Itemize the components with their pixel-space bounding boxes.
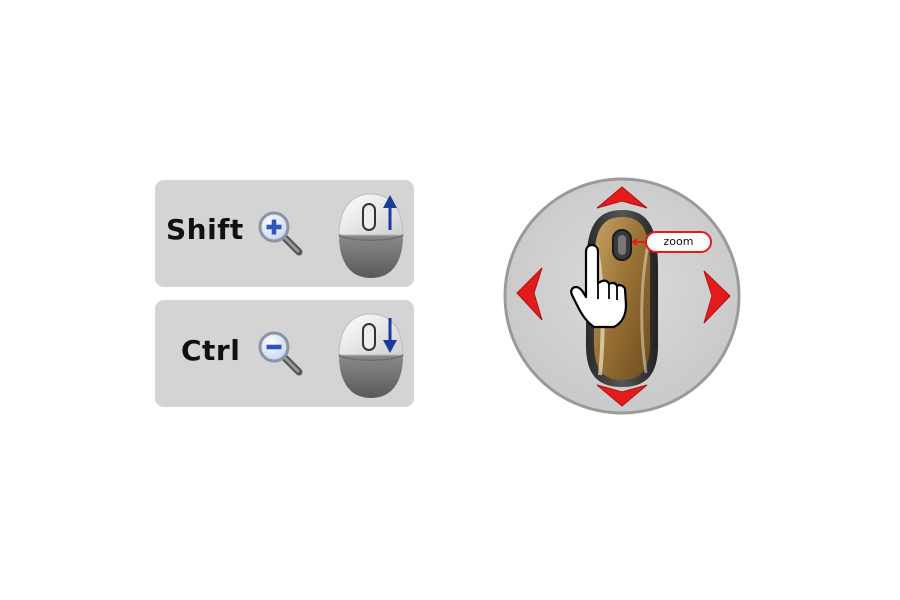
zoom-callout-label: zoom	[663, 235, 694, 248]
pan-left-arrow-icon[interactable]	[516, 267, 543, 321]
scroll-down-icon	[338, 313, 404, 398]
scroll-up-icon	[338, 193, 404, 278]
zoom-out-icon	[258, 331, 303, 376]
zoom-in-icon	[258, 211, 303, 256]
hand-cursor-icon	[570, 243, 628, 329]
zoom-in-shortcut-panel: Shift	[155, 180, 414, 287]
mouse-navigation-widget	[503, 177, 741, 415]
shift-key-label: Shift	[166, 213, 244, 246]
ctrl-key-label: Ctrl	[181, 334, 241, 367]
pan-up-arrow-icon[interactable]	[596, 186, 648, 209]
zoom-wheel-callout: zoom	[645, 231, 712, 253]
zoom-out-shortcut-panel: Ctrl	[155, 300, 414, 407]
callout-bubble	[645, 231, 712, 253]
pan-right-arrow-icon[interactable]	[703, 270, 731, 324]
pan-down-arrow-icon[interactable]	[596, 384, 648, 407]
